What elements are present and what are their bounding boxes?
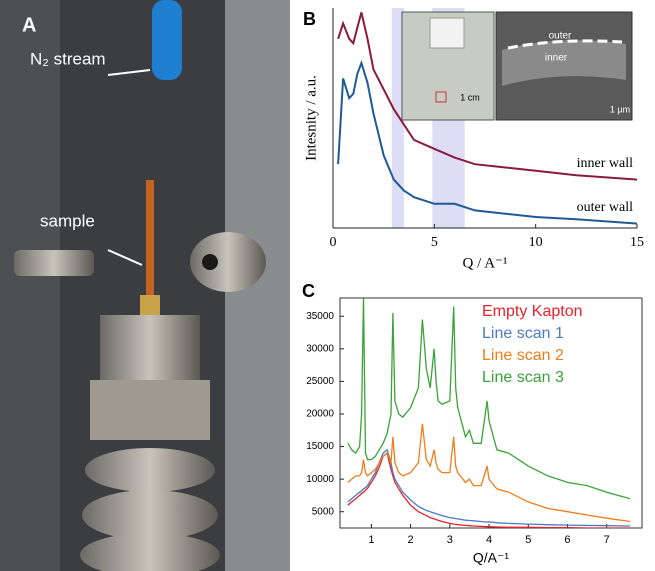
y-tick-label: 30000 xyxy=(306,343,334,354)
photo-frame xyxy=(0,0,60,571)
sample-holder xyxy=(140,295,160,315)
series-line xyxy=(337,59,638,225)
y-tick-label: 10000 xyxy=(306,474,334,485)
series-line xyxy=(347,451,631,528)
x-tick-label: 2 xyxy=(408,534,414,546)
y-tick-label: 15000 xyxy=(306,441,334,452)
series-line xyxy=(347,423,631,523)
y-tick-label: 20000 xyxy=(306,409,334,420)
series-line xyxy=(347,448,631,527)
x-tick-label: 0 xyxy=(330,235,337,250)
inset-vial xyxy=(429,17,465,49)
x-tick-label: 10 xyxy=(529,235,543,250)
x-tick-label: 5 xyxy=(525,534,531,546)
y-tick-label: 5000 xyxy=(312,506,335,517)
inset-label: inner xyxy=(545,53,568,64)
x-tick-label: 4 xyxy=(486,534,492,546)
plot-lines xyxy=(347,298,631,528)
legend-entry: Line scan 2 xyxy=(482,347,564,364)
inset-sample xyxy=(435,91,447,103)
legend-entry: Empty Kapton xyxy=(482,303,583,320)
inset-label: 1 μm xyxy=(610,104,630,114)
y-axis-label: Intesnity / a.u. xyxy=(303,75,319,161)
series-label: outer wall xyxy=(577,200,633,215)
inset-tube xyxy=(502,40,626,86)
chart-b: 0 5 10 15 inner wall outer wall B Q / A⁻¹ Intesn… xyxy=(303,8,644,271)
photo-panel: A N₂ stream sample xyxy=(0,0,290,571)
inset-label: 1 cm xyxy=(460,92,480,102)
inset-label: outer xyxy=(549,31,572,42)
base-ring xyxy=(82,490,218,540)
photo-label: sample xyxy=(40,211,95,230)
x-tick-label: 1 xyxy=(368,534,374,546)
x-tick-label: 5 xyxy=(431,235,438,250)
goniometer-block xyxy=(90,380,210,440)
x-tick-label: 3 xyxy=(447,534,453,546)
x-tick-label: 15 xyxy=(630,235,644,250)
panel-label: C xyxy=(302,281,315,301)
base-ring xyxy=(85,448,215,492)
arrow xyxy=(107,69,151,76)
chart-c: 1 2 3 4 5 6 7 5000 10000 15000 20000 25000 30000 3500… xyxy=(302,281,643,566)
base-ring xyxy=(80,533,220,571)
x-axis-label: Q/A⁻¹ xyxy=(473,550,510,566)
series-label: inner wall xyxy=(577,156,633,171)
inset-dash xyxy=(507,39,623,50)
highlight-band xyxy=(391,8,404,228)
pin xyxy=(14,250,94,276)
legend-entry: Line scan 3 xyxy=(482,369,564,386)
panel-label: B xyxy=(303,9,316,29)
nozzle xyxy=(152,0,182,80)
y-tick-label: 25000 xyxy=(306,376,334,387)
series-line xyxy=(337,12,638,181)
sample-rod xyxy=(146,180,154,300)
panel-label: A xyxy=(22,14,36,36)
x-tick-label: 7 xyxy=(604,534,610,546)
photo-label: N₂ stream xyxy=(30,49,106,68)
x-tick-label: 6 xyxy=(564,534,570,546)
collimator xyxy=(190,232,266,292)
arrow xyxy=(107,249,143,266)
y-tick-label: 35000 xyxy=(306,311,334,322)
collimator-hole xyxy=(202,254,218,270)
x-axis-label: Q / A⁻¹ xyxy=(463,255,508,271)
series-line xyxy=(347,298,631,500)
legend-entry: Line scan 1 xyxy=(482,325,564,342)
plot-frame xyxy=(339,297,643,529)
